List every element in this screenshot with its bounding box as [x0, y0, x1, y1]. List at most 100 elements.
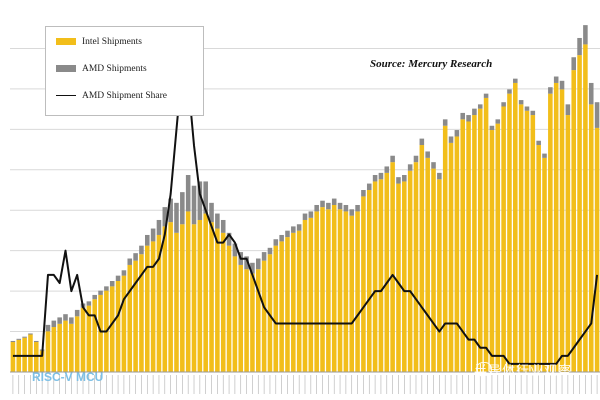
- amd-bar: [513, 78, 518, 83]
- intel-bar: [144, 245, 150, 372]
- amd-bar: [267, 247, 273, 255]
- intel-bar: [203, 213, 208, 372]
- amd-bar: [244, 256, 249, 270]
- intel-bar: [588, 104, 594, 373]
- intel-bar: [407, 170, 413, 372]
- amd-bar: [320, 200, 325, 208]
- amd-bar: [402, 175, 407, 182]
- watermark-left: RISC-V MCU: [32, 370, 104, 384]
- intel-bar: [349, 215, 355, 372]
- intel-bar: [489, 130, 495, 372]
- intel-bar: [185, 211, 191, 372]
- intel-bar: [413, 162, 419, 372]
- intel-bar: [314, 211, 319, 372]
- intel-bar: [34, 342, 39, 372]
- intel-bar: [109, 286, 115, 372]
- amd-bar: [197, 181, 203, 220]
- intel-bar: [565, 115, 571, 372]
- amd-bar: [483, 93, 489, 98]
- intel-bar: [238, 264, 244, 372]
- amd-bar: [588, 82, 594, 105]
- intel-bar: [244, 269, 249, 372]
- amd-bar: [413, 155, 419, 163]
- intel-bar: [326, 209, 331, 372]
- intel-bar: [279, 241, 284, 372]
- amd-bar: [273, 239, 279, 246]
- source-annotation: Source: Mercury Research: [370, 58, 493, 70]
- amd-bar: [215, 213, 220, 229]
- amd-bar: [144, 234, 150, 246]
- intel-bar: [156, 234, 162, 372]
- amd-swatch: [56, 65, 76, 73]
- legend-item-share: AMD Shipment Share: [56, 91, 167, 101]
- amd-bar: [45, 324, 51, 332]
- intel-bar: [220, 232, 226, 372]
- intel-bar: [255, 269, 261, 372]
- amd-bar: [261, 252, 267, 261]
- amd-bar: [250, 262, 255, 274]
- amd-bar: [361, 190, 366, 197]
- intel-bar: [127, 264, 133, 372]
- intel-bar: [285, 237, 290, 372]
- intel-bar: [437, 179, 442, 372]
- legend-label-amd: AMD Shipments: [82, 64, 147, 74]
- amd-bar: [121, 270, 127, 276]
- amd-bar: [477, 104, 483, 109]
- amd-bar: [226, 232, 232, 246]
- amd-bar: [337, 202, 343, 210]
- x-axis: [10, 371, 600, 394]
- intel-bar: [384, 172, 390, 372]
- amd-bar: [57, 317, 62, 324]
- amd-bar: [530, 110, 536, 116]
- intel-bar: [553, 82, 559, 373]
- amd-bar: [255, 258, 261, 270]
- legend-item-intel: Intel Shipments: [56, 37, 142, 47]
- wechat-icon: [476, 362, 492, 376]
- amd-bar: [501, 102, 506, 107]
- intel-bar: [466, 121, 471, 372]
- intel-bar: [150, 241, 156, 372]
- bar-series: [10, 25, 600, 373]
- intel-bar: [232, 256, 238, 372]
- intel-bar: [331, 204, 337, 372]
- intel-bar: [454, 136, 460, 372]
- amd-bar: [180, 192, 185, 225]
- amd-bar: [28, 333, 33, 335]
- intel-bar: [337, 209, 343, 372]
- intel-bar: [226, 245, 232, 372]
- intel-bar: [28, 334, 33, 372]
- intel-bar: [507, 93, 512, 372]
- amd-bar: [466, 115, 471, 122]
- intel-bar: [495, 123, 501, 372]
- intel-bar: [261, 260, 267, 372]
- amd-bar: [109, 281, 115, 287]
- amd-bar: [326, 202, 331, 210]
- amd-bar: [74, 309, 80, 317]
- intel-bar: [402, 181, 407, 372]
- intel-bar: [69, 323, 74, 372]
- amd-bar: [133, 253, 138, 261]
- intel-bar: [98, 294, 103, 372]
- intel-bar: [10, 342, 16, 372]
- intel-bar: [396, 183, 401, 372]
- amd-bar: [104, 286, 109, 291]
- share-swatch: [56, 95, 76, 97]
- amd-bar: [419, 138, 425, 146]
- intel-bar: [115, 281, 121, 372]
- intel-bar: [390, 162, 395, 372]
- intel-bar: [536, 145, 541, 372]
- amd-bar: [559, 80, 565, 90]
- amd-bar: [115, 275, 121, 281]
- intel-bar: [548, 93, 553, 372]
- amd-bar: [156, 219, 162, 235]
- amd-bar: [302, 213, 308, 220]
- amd-bar: [150, 228, 156, 242]
- amd-bar: [314, 204, 319, 212]
- amd-bar: [168, 198, 173, 223]
- amd-bar: [69, 317, 74, 324]
- amd-bar: [460, 112, 466, 120]
- share-line: [12, 63, 599, 365]
- amd-bar: [355, 204, 360, 212]
- intel-bar: [483, 97, 489, 372]
